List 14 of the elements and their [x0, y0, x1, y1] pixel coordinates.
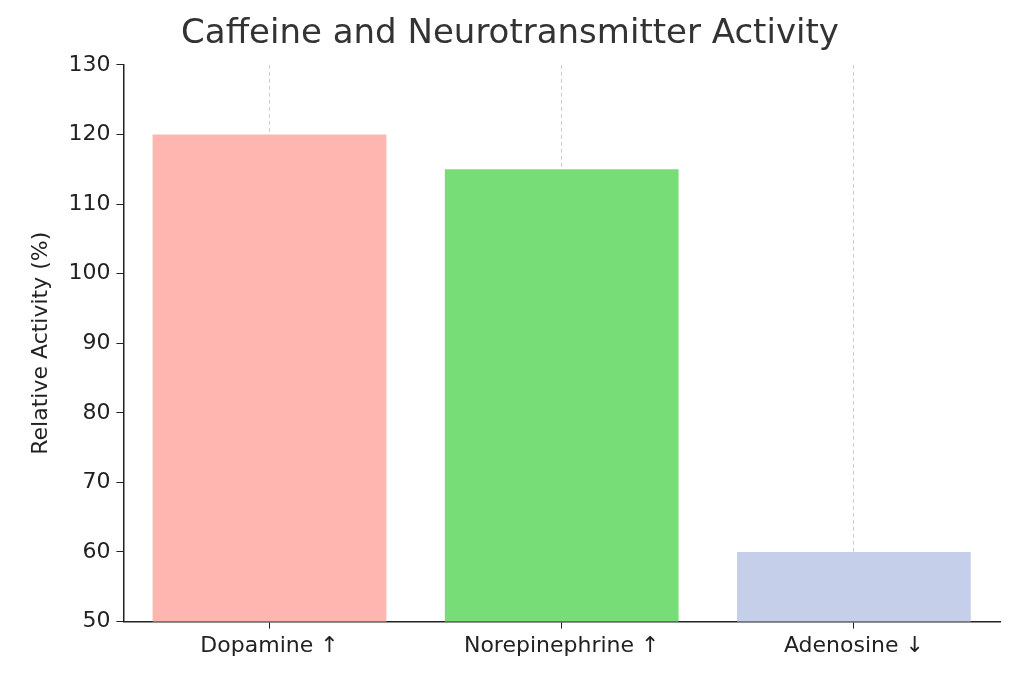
y-axis-title: Relative Activity (%)	[26, 231, 52, 455]
x-tick-label: Norepinephrine ↑	[463, 631, 660, 657]
y-tick-label: 80	[82, 398, 111, 424]
y-tick-label: 70	[82, 468, 111, 494]
x-tick-label: Adenosine ↓	[783, 631, 924, 657]
y-tick-label: 90	[82, 328, 111, 354]
x-tick-label: Dopamine ↑	[200, 631, 339, 657]
y-tick-label: 50	[82, 607, 111, 633]
y-tick-label: 120	[68, 120, 111, 146]
y-tick-label: 60	[82, 537, 111, 563]
chart-title: Caffeine and Neurotransmitter Activity	[181, 11, 839, 52]
y-tick-label: 100	[68, 259, 111, 285]
y-tick-label: 130	[68, 50, 111, 76]
y-tick-label: 110	[68, 189, 111, 215]
